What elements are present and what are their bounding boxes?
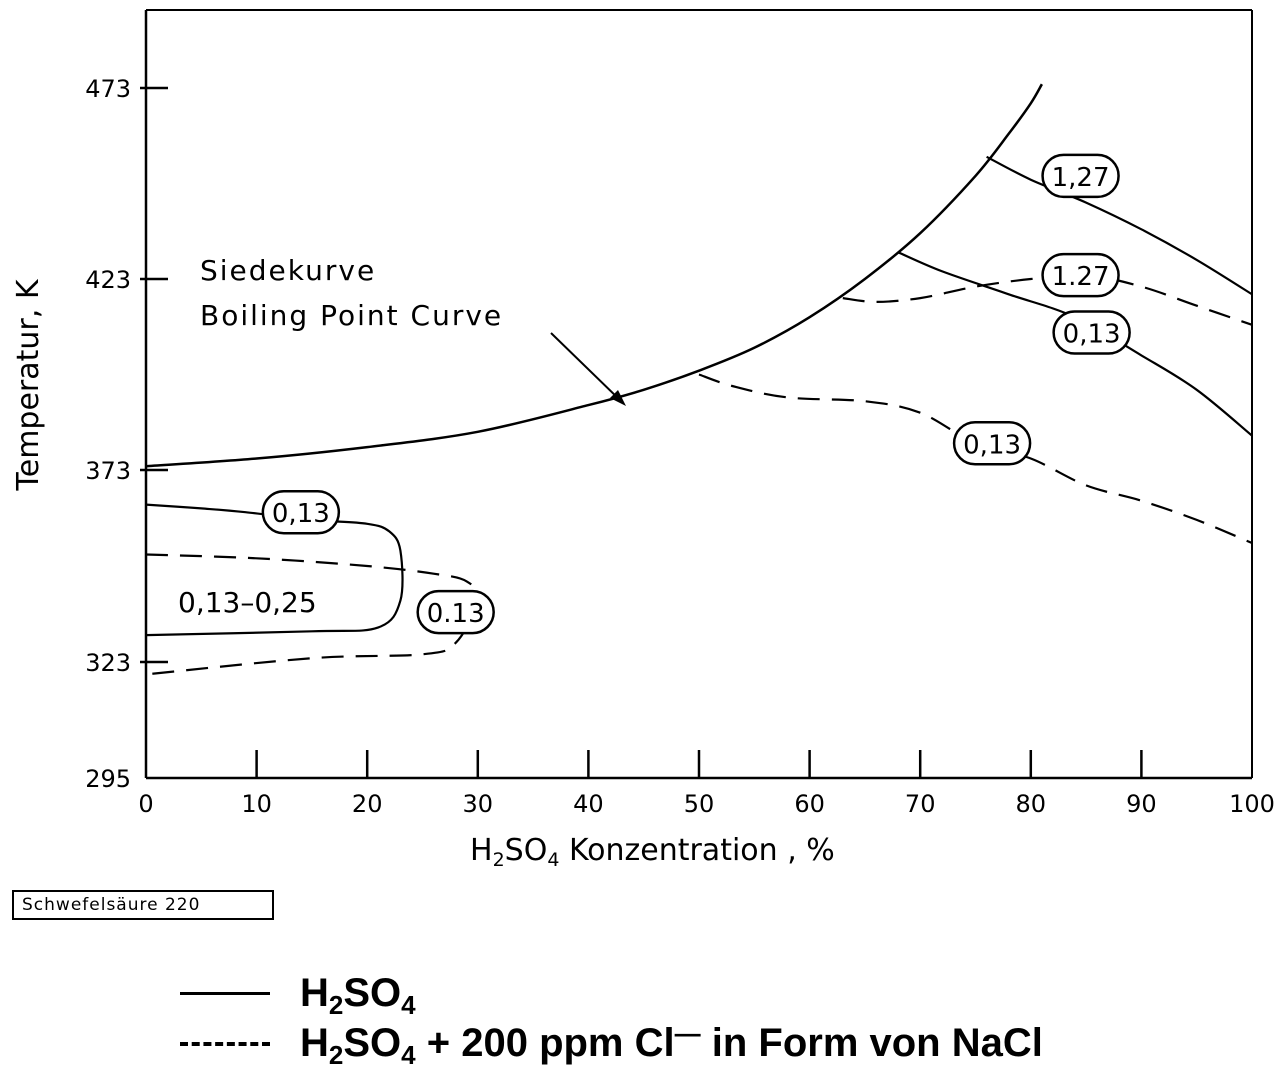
iso-corrosion-curve-dashed [842,273,1253,326]
iso-label-text: 0,13 [1063,319,1121,349]
iso-labels: 1,27 1.27 0,13 0,13 0,13 0.13 [261,153,1131,635]
boiling-point-curve [145,83,1043,468]
figure-caption: Schwefelsäure 220 [12,890,274,920]
iso-label-text: 0,13 [272,499,330,529]
y-tick-label: 423 [85,266,131,294]
x-tick-label: 90 [1126,790,1157,818]
boiling-curve-label-de: Siedekurve [200,254,376,287]
x-axis-title: H2SO4 Konzentration , % [470,833,835,871]
x-tick-label: 60 [794,790,825,818]
legend-label-dashed: H2SO4 + 200 ppm Cl— in Form von NaCl [300,1018,1043,1070]
boiling-curve-pointer-arrowhead [610,390,626,406]
x-tick-label: 0 [138,790,153,818]
iso-label-text: 1.27 [1052,262,1110,292]
iso-label-box [1052,310,1131,355]
iso-corrosion-curve-solid [145,503,404,637]
legend-item-dashed: H2SO4 + 200 ppm Cl— in Form von NaCl [180,1020,1270,1070]
iso-corrosion-curve-dashed [145,553,480,676]
region-label: 0,13–0,25 [178,586,317,619]
y-tick-label: 295 [85,765,131,793]
legend: H2SO4 H2SO4 + 200 ppm Cl— in Form von Na… [180,970,1270,1070]
x-tick-label: 100 [1229,790,1275,818]
y-tick-label: 373 [85,457,131,485]
boiling-curve-pointer [550,332,623,403]
iso-label-box [261,489,341,535]
legend-item-solid: H2SO4 [180,970,1270,1020]
iso-label-text: 1,27 [1052,163,1110,193]
iso-label-box [1041,252,1120,298]
y-tick-label: 323 [85,649,131,677]
legend-label-solid: H2SO4 [300,971,416,1020]
iso-label-box [416,589,495,635]
plot-frame [144,9,1253,780]
x-tick-label: 20 [352,790,383,818]
iso-label-text: 0,13 [963,430,1021,460]
x-tick-label: 10 [241,790,272,818]
boiling-curve-label-en: Boiling Point Curve [200,299,503,332]
iso-corrosion-curve-solid [986,155,1253,296]
legend-swatch-solid [180,992,270,995]
x-tick-label: 80 [1016,790,1047,818]
iso-label-box [1041,153,1120,199]
y-axis-title: Temperatur, K [11,278,46,491]
x-tick-label: 40 [573,790,604,818]
x-tick-label: 70 [905,790,936,818]
axes: 0 10 20 30 40 50 60 70 80 90 100 295 323 373 423 473 [85,75,1275,818]
iso-label-box [952,421,1032,466]
y-tick-label: 473 [85,75,131,103]
x-tick-label: 50 [684,790,715,818]
x-tick-label: 30 [463,790,494,818]
iso-label-text: 0.13 [427,599,485,629]
legend-swatch-dashed [180,1042,270,1046]
